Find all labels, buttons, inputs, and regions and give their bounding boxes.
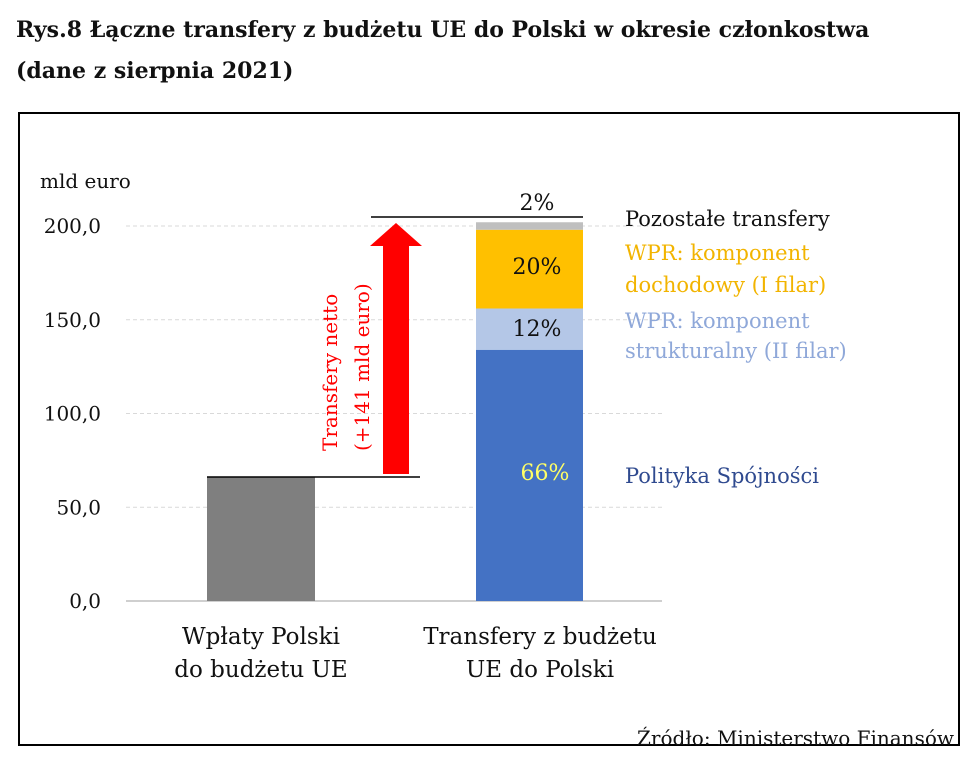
y-axis-label: mld euro — [40, 169, 131, 193]
series-name: strukturalny (II filar) — [625, 339, 847, 363]
y-tick-label: 50,0 — [56, 495, 101, 519]
category-label: Wpłaty Polski — [182, 624, 340, 650]
net-transfer-label: Transfery netto — [318, 294, 342, 451]
bar-segment — [476, 308, 583, 350]
bar-contributions — [207, 477, 315, 601]
y-tick-label: 150,0 — [44, 308, 101, 332]
net-transfer-label: (+141 mld euro) — [350, 283, 374, 451]
y-tick-label: 200,0 — [44, 214, 101, 238]
category-label: Transfery z budżetu — [423, 624, 657, 650]
series-name: WPR: komponent — [625, 309, 810, 333]
chart-title: Rys.8 Łączne transfery z budżetu UE do P… — [16, 10, 956, 92]
category-label: UE do Polski — [466, 657, 614, 683]
segment-share-label: 66% — [521, 461, 570, 486]
bar-segment — [476, 349, 583, 601]
net-transfer-arrow — [370, 223, 422, 474]
title-line-2: (dane z sierpnia 2021) — [16, 58, 294, 84]
series-name: WPR: komponent — [625, 241, 810, 265]
segment-share-label: 2% — [520, 191, 555, 216]
y-tick-label: 100,0 — [44, 402, 101, 426]
title-line-1: Rys.8 Łączne transfery z budżetu UE do P… — [16, 17, 870, 43]
source-note: Źródło: Ministerstwo Finansów — [637, 726, 954, 750]
series-name: Polityka Spójności — [625, 464, 819, 488]
category-label: do budżetu UE — [174, 657, 347, 683]
segment-share-label: 20% — [513, 255, 562, 280]
segment-share-label: 12% — [513, 317, 562, 342]
annotation-group: Transfery netto (+141 mld euro) — [318, 283, 374, 451]
bar-segment — [476, 229, 583, 309]
series-name: Pozostałe transfery — [625, 207, 830, 231]
chart-frame — [18, 112, 960, 746]
bar-segment — [476, 222, 583, 230]
y-tick-label: 0,0 — [69, 589, 101, 613]
series-name: dochodowy (I filar) — [625, 273, 826, 297]
